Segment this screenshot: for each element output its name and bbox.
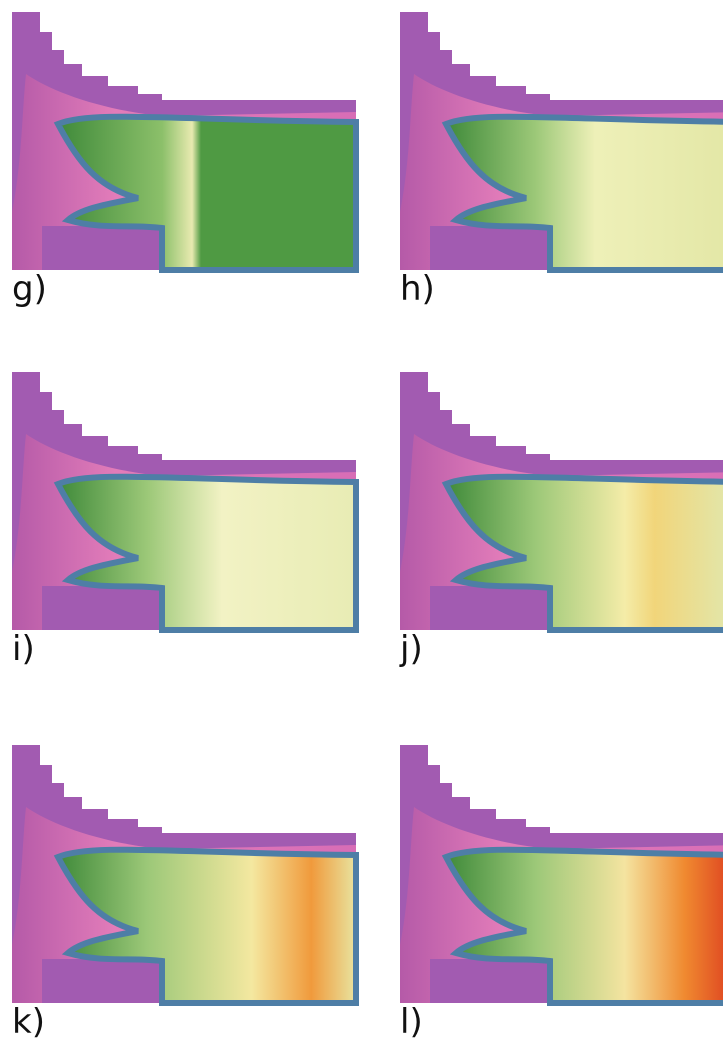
panel-label: g) <box>12 269 47 309</box>
panel: l) <box>400 745 723 1042</box>
lower-region <box>430 586 550 630</box>
panel-label: l) <box>400 1002 423 1042</box>
lower-region <box>42 226 162 270</box>
panel-label: j) <box>399 629 423 669</box>
panel-label: h) <box>400 269 435 309</box>
lower-region <box>42 586 162 630</box>
panel-label: i) <box>12 629 35 669</box>
figure: g) h) i) j) k) l) <box>0 0 723 1059</box>
panel: g) <box>12 12 356 309</box>
lower-region <box>42 959 162 1003</box>
page: g)h)i)j)k)l) (() => { const data = JSON.… <box>0 0 723 1059</box>
panel-label: k) <box>12 1002 45 1042</box>
lower-region <box>430 959 550 1003</box>
panel: k) <box>12 745 356 1042</box>
lower-region <box>430 226 550 270</box>
panel: j) <box>399 372 723 669</box>
panel: h) <box>400 12 723 309</box>
panel: i) <box>12 372 356 669</box>
